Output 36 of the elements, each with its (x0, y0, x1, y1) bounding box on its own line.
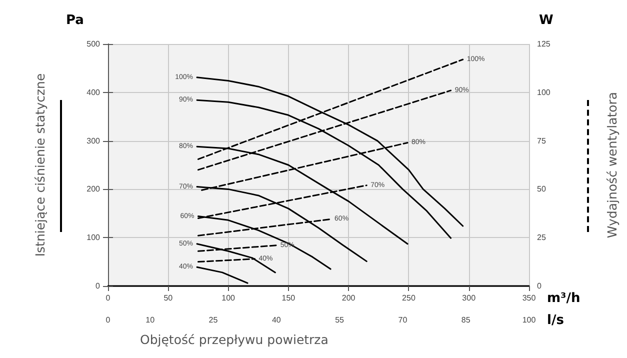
y2-axis-title: Wydajność wentylatora (604, 92, 620, 238)
x-tick-label: 300 (462, 294, 476, 302)
x-tick-label: 250 (402, 294, 416, 302)
x-axis-title: Objętość przepływu powietrza (140, 332, 328, 347)
x-tick-label: 0 (106, 294, 111, 302)
x-tick-label: 350 (522, 294, 536, 302)
y-tick-label: 300 (86, 136, 101, 146)
y2-tick-label: 50 (537, 184, 546, 194)
x2-tick-label: 40 (272, 316, 282, 324)
y-tick-label: 400 (86, 88, 101, 97)
y-tick-label: 0 (96, 282, 101, 290)
y-axis-title: Istniejące ciśnienie statyczne (32, 73, 48, 257)
y2-tick-label: 0 (537, 282, 542, 290)
x2-tick-label: 10 (146, 316, 156, 324)
y-tick-label: 100 (86, 233, 101, 242)
x-tick-label: 200 (342, 294, 356, 302)
text: Pa (66, 13, 84, 28)
text: W (539, 13, 554, 28)
y2-tick-label: 100 (537, 88, 551, 97)
x-tick-label: 150 (282, 294, 296, 302)
x2-tick-label: 100 (522, 316, 536, 324)
y2-tick-label: 25 (537, 233, 546, 242)
x2-tick-label: 55 (335, 316, 345, 324)
y2-tick-label: 75 (537, 136, 546, 146)
line-series (196, 243, 276, 274)
x-tick-label: 50 (164, 294, 174, 302)
y-tick-label: 500 (86, 40, 101, 48)
y-tick-label: 200 (86, 184, 101, 194)
x2-tick-label: 0 (106, 316, 111, 324)
x-tick-label: 100 (222, 294, 236, 302)
y2-tick-label: 125 (537, 40, 551, 48)
text: m³/h (547, 291, 580, 306)
x2-tick-label: 25 (208, 316, 218, 324)
x2-tick-label: 85 (461, 316, 471, 324)
text: l/s (547, 313, 564, 328)
x2-tick-label: 70 (398, 316, 408, 324)
